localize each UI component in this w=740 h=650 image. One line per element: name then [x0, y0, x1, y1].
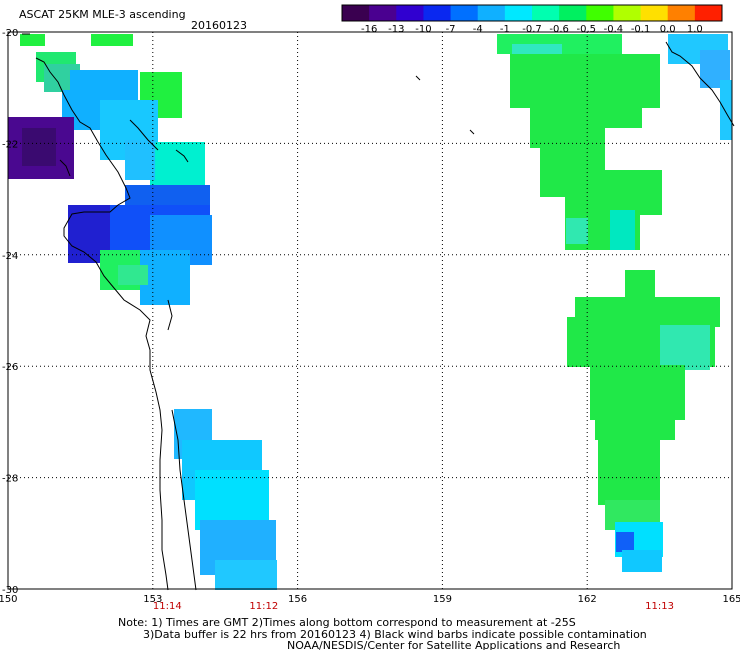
- colorbar-swatch: [477, 5, 506, 21]
- colorbar-label: 0.0: [660, 24, 676, 35]
- colorbar-label: 1.0: [687, 24, 703, 35]
- colorbar: [341, 4, 723, 22]
- swath-cell: [616, 532, 634, 552]
- time-label: 11:13: [645, 601, 674, 612]
- lat-label: -22: [2, 139, 18, 150]
- colorbar-label: -4: [473, 24, 483, 35]
- colorbar-border: [341, 4, 723, 22]
- colorbar-swatch: [532, 5, 560, 21]
- data-swaths: [8, 34, 732, 590]
- colorbar-label: -7: [446, 24, 456, 35]
- swath-cell: [22, 128, 56, 166]
- time-labels: 11:14 11:12 11:13: [153, 601, 674, 612]
- lon-label: 162: [578, 594, 597, 605]
- swath-cell: [610, 210, 635, 250]
- colorbar-swatch: [450, 5, 479, 21]
- swath-cell: [140, 250, 190, 305]
- colorbar-swatch: [694, 5, 723, 21]
- swath-cell: [660, 325, 710, 370]
- lat-label: -28: [2, 474, 18, 485]
- figure-date: 20160123: [191, 19, 247, 32]
- colorbar-label: -0.7: [522, 24, 542, 35]
- figure-title: ASCAT 25KM MLE-3 ascending: [19, 8, 186, 21]
- swath-cell: [215, 560, 277, 590]
- note-line-3: NOAA/NESDIS/Center for Satellite Applica…: [287, 639, 621, 650]
- colorbar-swatch: [504, 5, 533, 21]
- swath-cell: [575, 100, 642, 128]
- lon-label: 159: [433, 594, 452, 605]
- swath-cell: [510, 54, 660, 108]
- lon-label: 153: [143, 594, 162, 605]
- latitude-labels: -20 -22 -24 -26 -28 -30: [2, 28, 18, 596]
- swath-cell: [91, 34, 133, 46]
- time-label: 11:14: [153, 601, 182, 612]
- lon-label: 156: [288, 594, 307, 605]
- note-line-2: 3)Data buffer is 22 hrs from 20160123 4)…: [143, 628, 647, 641]
- colorbar-label: -16: [361, 24, 377, 35]
- coastline: [22, 33, 735, 591]
- swath-cell: [118, 265, 148, 285]
- plot-frame: [7, 31, 733, 590]
- lat-label: -26: [2, 362, 18, 373]
- colorbar-swatch: [559, 5, 587, 21]
- swath-cell: [565, 170, 662, 215]
- colorbar-swatch: [423, 5, 452, 21]
- colorbar-swatch: [613, 5, 642, 21]
- swath-cell: [125, 140, 155, 180]
- colorbar-label: -0.4: [604, 24, 624, 35]
- colorbar-swatch: [342, 5, 370, 21]
- lon-label: 165: [722, 594, 740, 605]
- lat-label: -20: [2, 28, 18, 39]
- colorbar-swatch: [396, 5, 424, 21]
- swath-cell: [625, 270, 655, 300]
- swath-cell: [598, 435, 660, 505]
- colorbar-swatch: [640, 5, 669, 21]
- lat-label: -30: [2, 585, 18, 596]
- longitude-labels: 150 153 156 159 162 165: [0, 594, 740, 605]
- swath-cell: [720, 80, 732, 140]
- graticule: [8, 32, 732, 589]
- colorbar-label: -10: [415, 24, 431, 35]
- colorbar-swatch: [586, 5, 614, 21]
- note-line-1: Note: 1) Times are GMT 2)Times along bot…: [118, 616, 576, 629]
- lon-label: 150: [0, 594, 18, 605]
- swath-cell: [566, 218, 588, 244]
- lat-label: -24: [2, 251, 18, 262]
- colorbar-swatch: [369, 5, 397, 21]
- colorbar-label: -0.5: [577, 24, 597, 35]
- time-label: 11:12: [249, 601, 278, 612]
- colorbar-label: -1: [500, 24, 510, 35]
- colorbar-label: -13: [388, 24, 404, 35]
- swath-cell: [622, 550, 662, 572]
- colorbar-label: -0.1: [631, 24, 651, 35]
- colorbar-swatch: [667, 5, 696, 21]
- colorbar-labels: -16 -13 -10 -7 -4 -1 -0.7 -0.6 -0.5 -0.4 -0.1 0.0 1.…: [361, 24, 703, 35]
- colorbar-label: -0.6: [549, 24, 569, 35]
- swath-cell: [20, 34, 45, 46]
- swath-cell: [590, 365, 685, 420]
